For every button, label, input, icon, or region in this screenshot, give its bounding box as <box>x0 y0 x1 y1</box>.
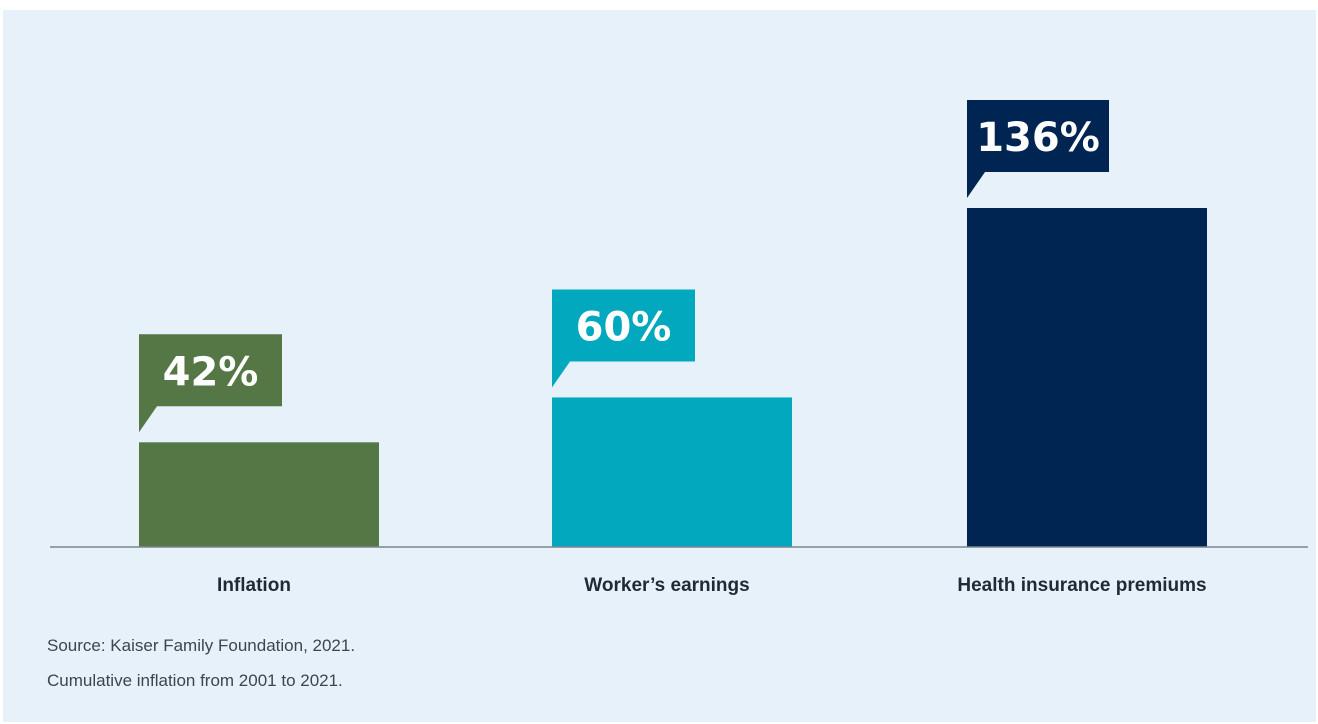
value-callout-3 <box>967 100 1109 198</box>
cumulative-note: Cumulative inflation from 2001 to 2021. <box>47 671 343 690</box>
bar-1 <box>139 442 379 547</box>
value-callout-1 <box>139 334 282 433</box>
bars-group: 42% Inflation 60% Worker’s earnings 136% Heal… <box>139 100 1207 596</box>
category-label-1: Inflation <box>217 575 291 596</box>
value-callout-2 <box>552 289 695 388</box>
source-note: Source: Kaiser Family Foundation, 2021. <box>47 636 356 655</box>
value-label-1: 42% <box>163 349 259 395</box>
bar-2 <box>552 397 792 547</box>
value-label-3: 136% <box>976 115 1100 161</box>
category-label-3: Health insurance premiums <box>957 575 1206 596</box>
bar-3 <box>967 208 1207 547</box>
category-label-2: Worker’s earnings <box>584 575 749 596</box>
value-label-2: 60% <box>576 304 672 350</box>
